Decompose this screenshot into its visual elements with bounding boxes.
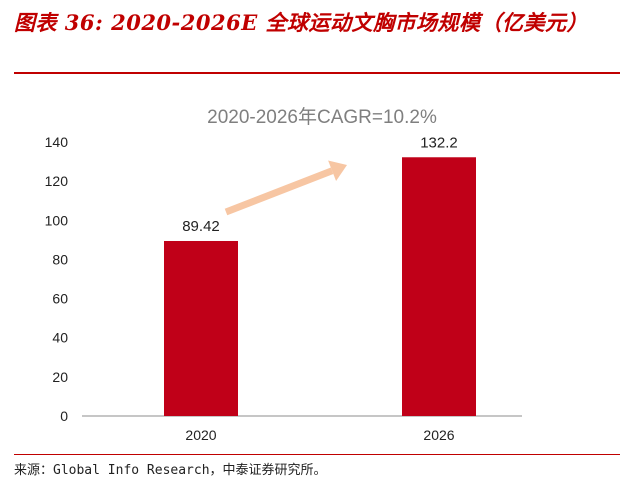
y-tick-label: 60 bbox=[52, 291, 68, 307]
y-tick-label: 80 bbox=[52, 251, 68, 267]
y-axis: 0 20 40 60 80 100 120 140 bbox=[45, 134, 69, 424]
x-tick-label-2020: 2020 bbox=[185, 427, 216, 443]
arrow-shaft bbox=[224, 167, 334, 216]
y-tick-label: 100 bbox=[45, 212, 69, 228]
header-divider bbox=[14, 72, 620, 74]
arrow-head bbox=[328, 160, 347, 182]
y-tick-label: 40 bbox=[52, 330, 68, 346]
bars-group: 89.42 132.2 bbox=[164, 134, 476, 416]
y-tick-label: 120 bbox=[45, 173, 69, 189]
y-tick-label: 140 bbox=[45, 134, 69, 150]
x-tick-label-2026: 2026 bbox=[423, 427, 454, 443]
y-tick-label: 0 bbox=[60, 408, 68, 424]
figure-header: 图表 36: 2020-2026E 全球运动文胸市场规模（亿美元） bbox=[14, 8, 614, 38]
figure-title: 图表 36: 2020-2026E 全球运动文胸市场规模（亿美元） bbox=[14, 10, 589, 35]
source-divider bbox=[14, 454, 620, 455]
data-label-2020: 89.42 bbox=[182, 218, 220, 235]
y-tick-label: 20 bbox=[52, 369, 68, 385]
data-label-2026: 132.2 bbox=[420, 134, 458, 151]
source-note: 来源：Global Info Research，中泰证券研究所。 bbox=[14, 463, 327, 478]
x-axis-labels: 2020 2026 bbox=[185, 427, 454, 443]
bar-2020 bbox=[164, 240, 238, 416]
chart-title: 2020-2026年CAGR=10.2% bbox=[207, 106, 437, 128]
bar-2026 bbox=[402, 157, 476, 416]
growth-arrow bbox=[224, 160, 347, 216]
